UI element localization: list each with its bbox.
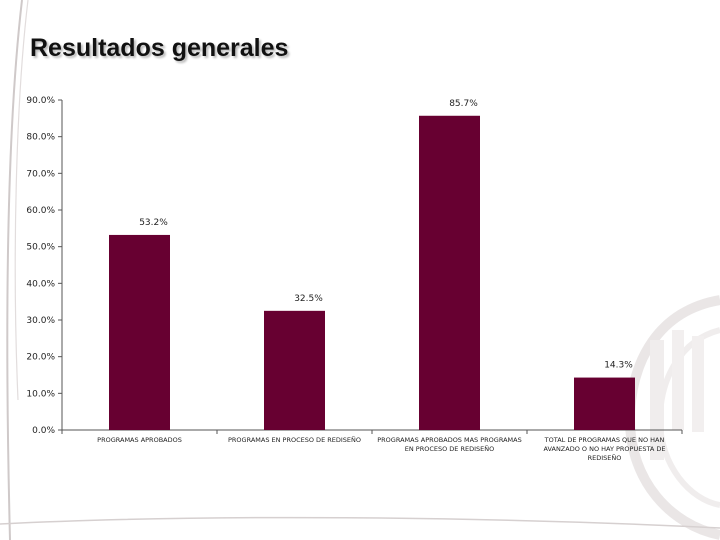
bar <box>264 310 325 430</box>
y-tick-label: 40.0% <box>26 279 55 289</box>
data-label: 14.3% <box>604 361 633 371</box>
category-label: PROGRAMAS APROBADOS MAS PROGRAMAS EN PROC… <box>377 436 521 453</box>
category-label-line: REDISEÑO <box>588 453 622 462</box>
category-label: TOTAL DE PROGRAMAS QUE NO HAN AVANZADO O … <box>543 436 665 462</box>
y-tick-label: 50.0% <box>26 243 55 253</box>
y-tick-label: 20.0% <box>26 353 55 363</box>
y-tick-label: 0.0% <box>32 426 55 436</box>
category-label-line: PROGRAMAS APROBADOS <box>97 436 182 444</box>
category-label-line: AVANZADO O NO HAY PROPUESTA DE <box>543 445 665 453</box>
y-tick-label: 60.0% <box>26 206 55 216</box>
y-tick-label: 30.0% <box>26 316 55 326</box>
frame-curve-left <box>6 0 23 540</box>
slide-title: Resultados generales <box>30 34 289 62</box>
category-label-line: PROGRAMAS APROBADOS MAS PROGRAMAS <box>377 436 521 444</box>
category-label-line: TOTAL DE PROGRAMAS QUE NO HAN <box>544 436 665 444</box>
bar <box>109 234 170 430</box>
y-tick-label: 70.0% <box>26 169 55 179</box>
category-label: PROGRAMAS EN PROCESO DE REDISEÑO <box>228 435 361 444</box>
data-label: 32.5% <box>294 294 323 304</box>
category-label-line: EN PROCESO DE REDISEÑO <box>405 444 494 453</box>
frame-curve-left-inner <box>14 0 29 401</box>
bar <box>574 377 635 430</box>
data-label: 53.2% <box>139 218 168 228</box>
y-tick-label: 90.0% <box>26 96 55 106</box>
y-tick-label: 80.0% <box>26 133 55 143</box>
category-label: PROGRAMAS APROBADOS <box>97 436 182 444</box>
frame-curve-bottom <box>0 516 720 529</box>
data-label: 85.7% <box>449 99 478 109</box>
y-tick-label: 10.0% <box>26 389 55 399</box>
category-label-line: PROGRAMAS EN PROCESO DE REDISEÑO <box>228 435 361 444</box>
bar <box>419 115 480 431</box>
